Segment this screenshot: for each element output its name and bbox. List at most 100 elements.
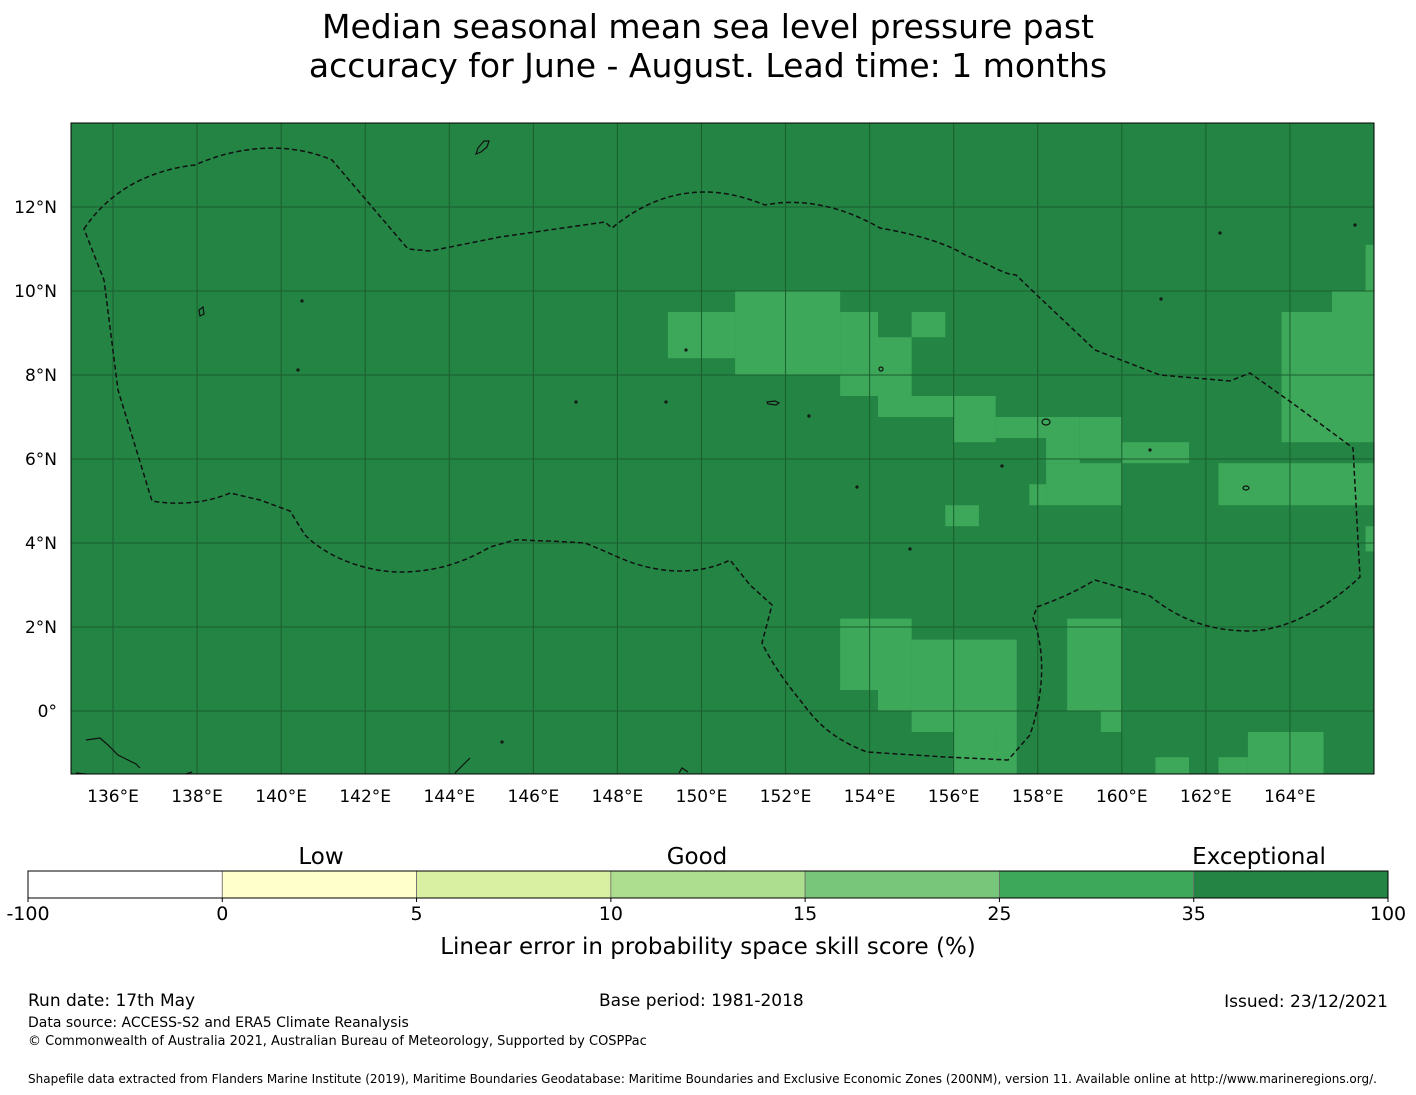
longitude-label: 152°E: [760, 787, 812, 807]
island-dot: [1353, 223, 1357, 227]
skill-cell-25-35: [878, 690, 912, 711]
longitude-label: 164°E: [1264, 787, 1316, 807]
skill-cell-25-35: [1155, 757, 1190, 774]
island-dot: [908, 547, 912, 551]
longitude-label: 160°E: [1096, 787, 1148, 807]
colorbar-tick-label: 35: [1182, 903, 1206, 925]
island-dot: [664, 400, 668, 404]
shapefile-credit: Shapefile data extracted from Flanders M…: [28, 1072, 1377, 1086]
skill-cell-25-35: [1218, 757, 1248, 774]
colorbar-tick-labels: -100 0 5 10 15 25 35 100: [6, 898, 1406, 925]
skill-cell-25-35: [1218, 463, 1374, 506]
map-frame: [70, 122, 1375, 775]
skill-cell-25-35: [1067, 618, 1122, 711]
colorbar-bin: [27, 870, 223, 899]
island-outline: [1041, 418, 1051, 426]
island-dot: [296, 368, 300, 372]
island-outline: [766, 400, 781, 406]
colorbar-tick-label: 5: [411, 903, 423, 925]
latitude-tick-labels: 12°N 10°N 8°N 6°N 4°N 2°N 0°: [14, 198, 57, 722]
island-dot: [1159, 297, 1163, 301]
colorbar-tick-label: -100: [6, 903, 49, 925]
skill-cell-25-35: [953, 753, 1017, 774]
island-dot: [807, 414, 811, 418]
eez-boundary-line: [83, 147, 1361, 761]
longitude-label: 146°E: [508, 787, 560, 807]
chart-title-line-1: Median seasonal mean sea level pressure …: [322, 7, 1094, 46]
skill-cell-25-35: [945, 505, 979, 527]
skill-cell-25-35: [995, 732, 1017, 753]
longitude-label: 158°E: [1012, 787, 1064, 807]
longitude-label: 144°E: [423, 787, 475, 807]
skill-cell-25-35: [1121, 442, 1190, 464]
skill-cell-25-35: [953, 417, 996, 443]
latitude-label: 12°N: [14, 198, 57, 218]
longitude-label: 138°E: [171, 787, 223, 807]
colorbar-tick-label: 0: [216, 903, 228, 925]
island-outline: [1242, 485, 1250, 491]
colorbar-tick-label: 100: [1370, 903, 1406, 925]
island-outline: [878, 366, 884, 372]
colorbar-bin: [1193, 870, 1389, 899]
island-outline: [454, 757, 471, 774]
chart-title-line-2: accuracy for June - August. Lead time: 1…: [308, 46, 1108, 85]
latitude-label: 8°N: [25, 366, 57, 386]
colorbar-axis-label: Linear error in probability space skill …: [440, 934, 976, 960]
colorbar-tick-label: 25: [987, 903, 1011, 925]
skill-cell-25-35: [878, 337, 912, 396]
skill-cell-25-35: [1079, 417, 1122, 459]
skill-25-35-cells: [667, 244, 1374, 774]
colorbar-bin: [804, 870, 1000, 899]
issued-date: Issued: 23/12/2021: [1224, 992, 1388, 1012]
skill-cell-25-35: [911, 312, 946, 338]
legend-group-exceptional: Exceptional: [1192, 844, 1326, 870]
colorbar-bin: [610, 870, 806, 899]
skill-cell-25-35: [953, 732, 996, 753]
longitude-label: 156°E: [928, 787, 980, 807]
island-dot: [1218, 231, 1222, 235]
legend-group-good: Good: [667, 844, 728, 870]
skill-cell-25-35: [878, 396, 996, 417]
colorbar-bin: [416, 870, 612, 899]
island-dot: [300, 299, 304, 303]
longitude-label: 142°E: [339, 787, 391, 807]
skill-cell-25-35: [1100, 711, 1122, 732]
island-dot: [500, 740, 504, 744]
island-dot: [1148, 448, 1152, 452]
longitude-label: 136°E: [87, 787, 139, 807]
longitude-label: 162°E: [1180, 787, 1232, 807]
longitude-tick-labels: 136°E 138°E 140°E 142°E 144°E 146°E 148°E 150°E…: [87, 787, 1316, 807]
latitude-label: 2°N: [25, 618, 57, 638]
colorbar: -100 0 5 10 15 25 35 100 Low Good Exceptional L…: [6, 844, 1406, 960]
colorbar-tick-label: 10: [599, 903, 623, 925]
island-dot: [1000, 464, 1004, 468]
island-dot: [684, 348, 688, 352]
skill-cell-25-35: [1281, 312, 1332, 443]
latitude-label: 0°: [38, 702, 57, 722]
data-source: Data source: ACCESS-S2 and ERA5 Climate …: [28, 1015, 409, 1031]
skill-cell-25-35: [1365, 526, 1374, 552]
copyright: © Commonwealth of Australia 2021, Austra…: [28, 1034, 647, 1049]
colorbar-bins: [27, 870, 1389, 899]
skill-cell-25-35: [1247, 732, 1324, 774]
skill-cell-25-35: [1331, 291, 1374, 443]
skill-cell-25-35: [1365, 244, 1374, 291]
colorbar-bin: [221, 870, 417, 899]
colorbar-bin: [999, 870, 1195, 899]
longitude-label: 148°E: [592, 787, 644, 807]
base-period: Base period: 1981-2018: [599, 991, 804, 1011]
longitude-label: 150°E: [676, 787, 728, 807]
skill-cell-25-35: [911, 639, 1017, 732]
skill-cell-25-35: [735, 291, 841, 375]
island-outline: [678, 767, 689, 774]
graticule: [71, 123, 1374, 774]
longitude-label: 140°E: [255, 787, 307, 807]
skill-cell-25-35: [840, 312, 879, 396]
longitude-label: 154°E: [844, 787, 896, 807]
latitude-label: 10°N: [14, 282, 57, 302]
map-panel: 136°E 138°E 140°E 142°E 144°E 146°E 148°E 150°E…: [14, 122, 1375, 807]
legend-group-low: Low: [298, 844, 343, 870]
skill-cell-25-35: [840, 618, 912, 690]
skill-cell-25-35: [1046, 463, 1122, 506]
